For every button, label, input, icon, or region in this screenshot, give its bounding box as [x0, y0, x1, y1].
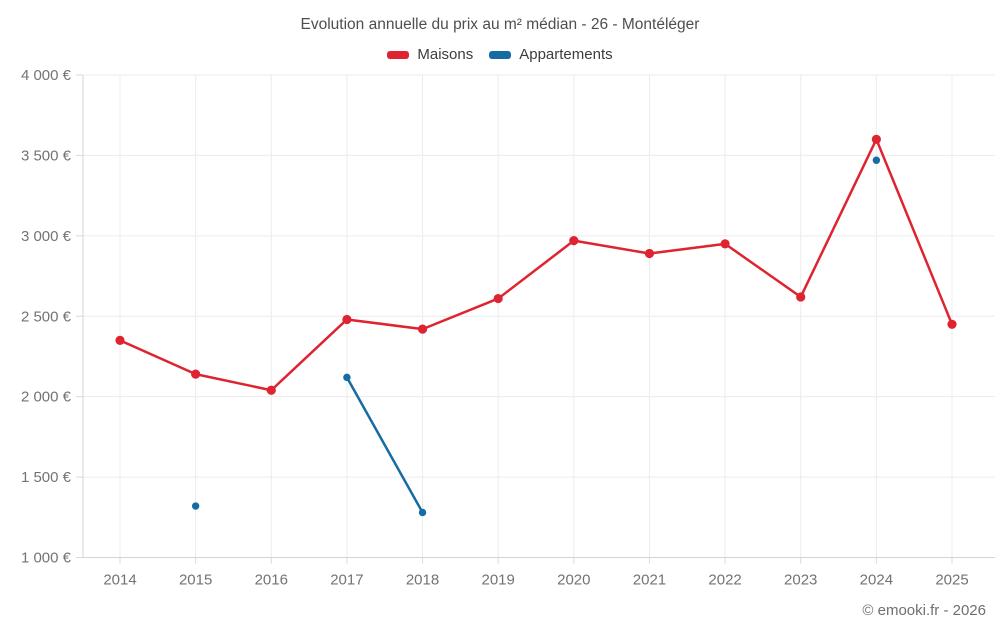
x-tick-label: 2018 — [406, 572, 439, 589]
legend-label-appartements: Appartements — [519, 46, 613, 63]
series-line-appartements — [345, 376, 424, 514]
y-tick-label: 1 500 € — [21, 469, 72, 486]
y-tick-label: 4 000 € — [21, 67, 72, 84]
data-point-maisons-2018 — [417, 324, 428, 334]
data-point-maisons-2016 — [266, 385, 276, 395]
y-tick-label: 1 000 € — [21, 550, 72, 567]
x-tick-label: 2023 — [784, 572, 817, 589]
data-point-maisons-2024 — [871, 134, 881, 144]
x-tick-label: 2019 — [481, 572, 514, 589]
data-point-appartements-2015 — [191, 502, 200, 510]
data-point-maisons-2023 — [796, 292, 806, 302]
legend-label-maisons: Maisons — [417, 46, 474, 63]
data-point-maisons-2020 — [569, 236, 579, 246]
data-point-maisons-2017 — [342, 314, 352, 325]
data-point-maisons-2022 — [720, 239, 730, 249]
y-tick-label: 2 500 € — [21, 308, 72, 325]
x-tick-label: 2025 — [935, 572, 968, 589]
data-point-appartements-2017 — [343, 373, 351, 382]
data-point-appartements-2018 — [418, 508, 427, 517]
legend-item-appartements: Appartements — [489, 46, 613, 63]
y-tick-label: 3 500 € — [21, 147, 72, 164]
legend-item-maisons: Maisons — [387, 46, 473, 63]
x-tick-label: 2021 — [633, 572, 666, 589]
data-point-maisons-2014 — [115, 335, 125, 345]
appartements-swatch-icon — [489, 50, 512, 59]
x-tick-label: 2024 — [860, 572, 893, 589]
chart-title: Evolution annuelle du prix au m² médian … — [300, 16, 700, 33]
maisons-swatch-icon — [387, 50, 410, 59]
x-tick-label: 2017 — [330, 572, 363, 589]
footer-credit: © emooki.fr - 2026 — [862, 602, 986, 619]
x-tick-label: 2022 — [708, 572, 741, 589]
data-point-maisons-2025 — [947, 319, 957, 329]
data-point-maisons-2015 — [191, 369, 201, 379]
series-line-maisons — [118, 138, 954, 392]
data-point-maisons-2021 — [644, 248, 655, 259]
data-point-maisons-2019 — [493, 293, 503, 304]
y-tick-label: 2 000 € — [21, 389, 72, 406]
legend: Maisons Appartements — [0, 46, 1000, 63]
x-tick-label: 2020 — [557, 572, 590, 589]
x-tick-label: 2016 — [255, 572, 288, 589]
data-point-appartements-2024 — [872, 156, 881, 164]
x-tick-label: 2014 — [103, 572, 136, 589]
y-tick-label: 3 000 € — [21, 228, 72, 245]
x-tick-label: 2015 — [179, 572, 212, 589]
